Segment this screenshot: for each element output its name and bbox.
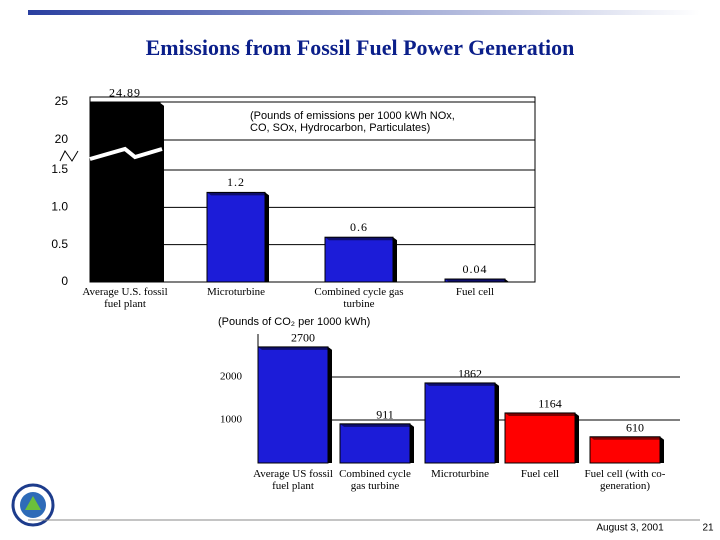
bar-top: [90, 102, 164, 106]
annotation: CO, SOx, Hydrocarbon, Particulates): [250, 122, 430, 134]
bar-top: [207, 192, 269, 196]
bar-top: [425, 382, 499, 386]
bar-top: [325, 237, 397, 241]
bar-side: [393, 237, 397, 282]
y-tick-label: 20: [55, 132, 69, 146]
y-tick-label: 1.5: [51, 162, 68, 176]
bar-side: [660, 436, 664, 463]
bar-top: [590, 436, 664, 440]
bar-top: [258, 346, 332, 350]
value-label: 911: [376, 408, 394, 422]
bar-side: [265, 192, 269, 282]
bar: [324, 236, 394, 283]
x-tick-label: Microturbine: [430, 468, 490, 480]
value-label: 1862: [458, 367, 482, 381]
annotation: (Pounds of CO₂ per 1000 kWh): [218, 316, 370, 328]
x-tick-label: Fuel cell: [520, 468, 560, 480]
value-label: 610: [626, 421, 644, 435]
bar: [89, 102, 161, 283]
logo: [11, 483, 55, 527]
bar-side: [328, 346, 332, 463]
bar-top: [505, 412, 579, 416]
x-tick-label: Average U.S. fossil fuel plant: [82, 286, 168, 310]
y-tick-label: 2000: [220, 371, 243, 383]
x-tick-label: Microturbine: [206, 286, 266, 298]
bar-side: [495, 382, 499, 463]
axis-break: [59, 150, 79, 162]
annotation: (Pounds of emissions per 1000 kWh NOx,: [250, 110, 455, 122]
bar: [589, 436, 661, 464]
footer-date: August 3, 2001: [596, 523, 664, 534]
y-tick-label: 1.0: [51, 200, 68, 214]
slide-title: Emissions from Fossil Fuel Power Generat…: [146, 35, 575, 60]
x-tick-label: Combined cycle gas turbine: [314, 286, 404, 310]
value-label: 2700: [291, 331, 315, 345]
x-tick-label: Combined cycle gas turbine: [339, 468, 411, 492]
y-tick-label: 0: [61, 274, 68, 288]
bar: [504, 412, 576, 464]
y-tick-label: 0.5: [51, 237, 68, 251]
value-label: 0.6: [350, 220, 368, 234]
page-number: 21: [702, 523, 714, 534]
value-label: 24.89: [109, 86, 141, 100]
bar: [206, 191, 266, 283]
bar: [257, 346, 329, 464]
x-tick-label: Fuel cell (with co-generation): [584, 468, 666, 492]
value-label: 1.2: [227, 175, 245, 189]
bar-side: [160, 102, 164, 282]
bar-side: [410, 423, 414, 463]
bar: [424, 382, 496, 464]
bar-top: [445, 279, 509, 283]
value-label: 0.04: [463, 262, 488, 276]
y-tick-label: 25: [55, 94, 69, 108]
x-tick-label: Average US fossil fuel plant: [253, 468, 333, 492]
value-label: 1164: [538, 397, 562, 411]
bar: [339, 423, 411, 464]
x-tick-label: Fuel cell: [455, 286, 495, 298]
bar-top: [340, 423, 414, 427]
bar-side: [575, 412, 579, 463]
y-tick-label: 1000: [220, 414, 243, 426]
header-bar: [28, 10, 700, 15]
